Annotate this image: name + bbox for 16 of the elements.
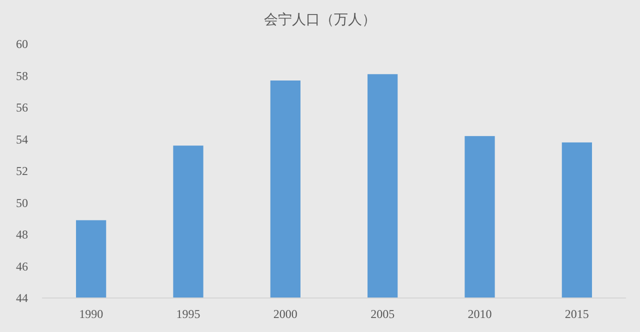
y-tick-label: 58 [16,68,28,83]
y-tick-label: 56 [16,100,28,115]
x-tick-label: 2010 [468,307,492,321]
y-tick-label: 46 [16,259,28,274]
x-tick-label: 2005 [370,307,395,321]
y-tick-label: 50 [16,196,28,210]
x-tick-label: 1990 [79,307,104,321]
chart-title: 会宁人口（万人） [264,12,376,28]
y-tick-label: 48 [16,228,28,242]
x-tick-label: 1995 [176,307,200,321]
x-tick-label: 2015 [564,307,589,321]
x-tick-label: 2000 [273,307,298,321]
y-tick-label: 44 [16,291,28,306]
y-tick-label: 54 [16,132,28,146]
y-tick-label: 52 [16,164,28,178]
y-tick-label: 60 [16,37,28,52]
